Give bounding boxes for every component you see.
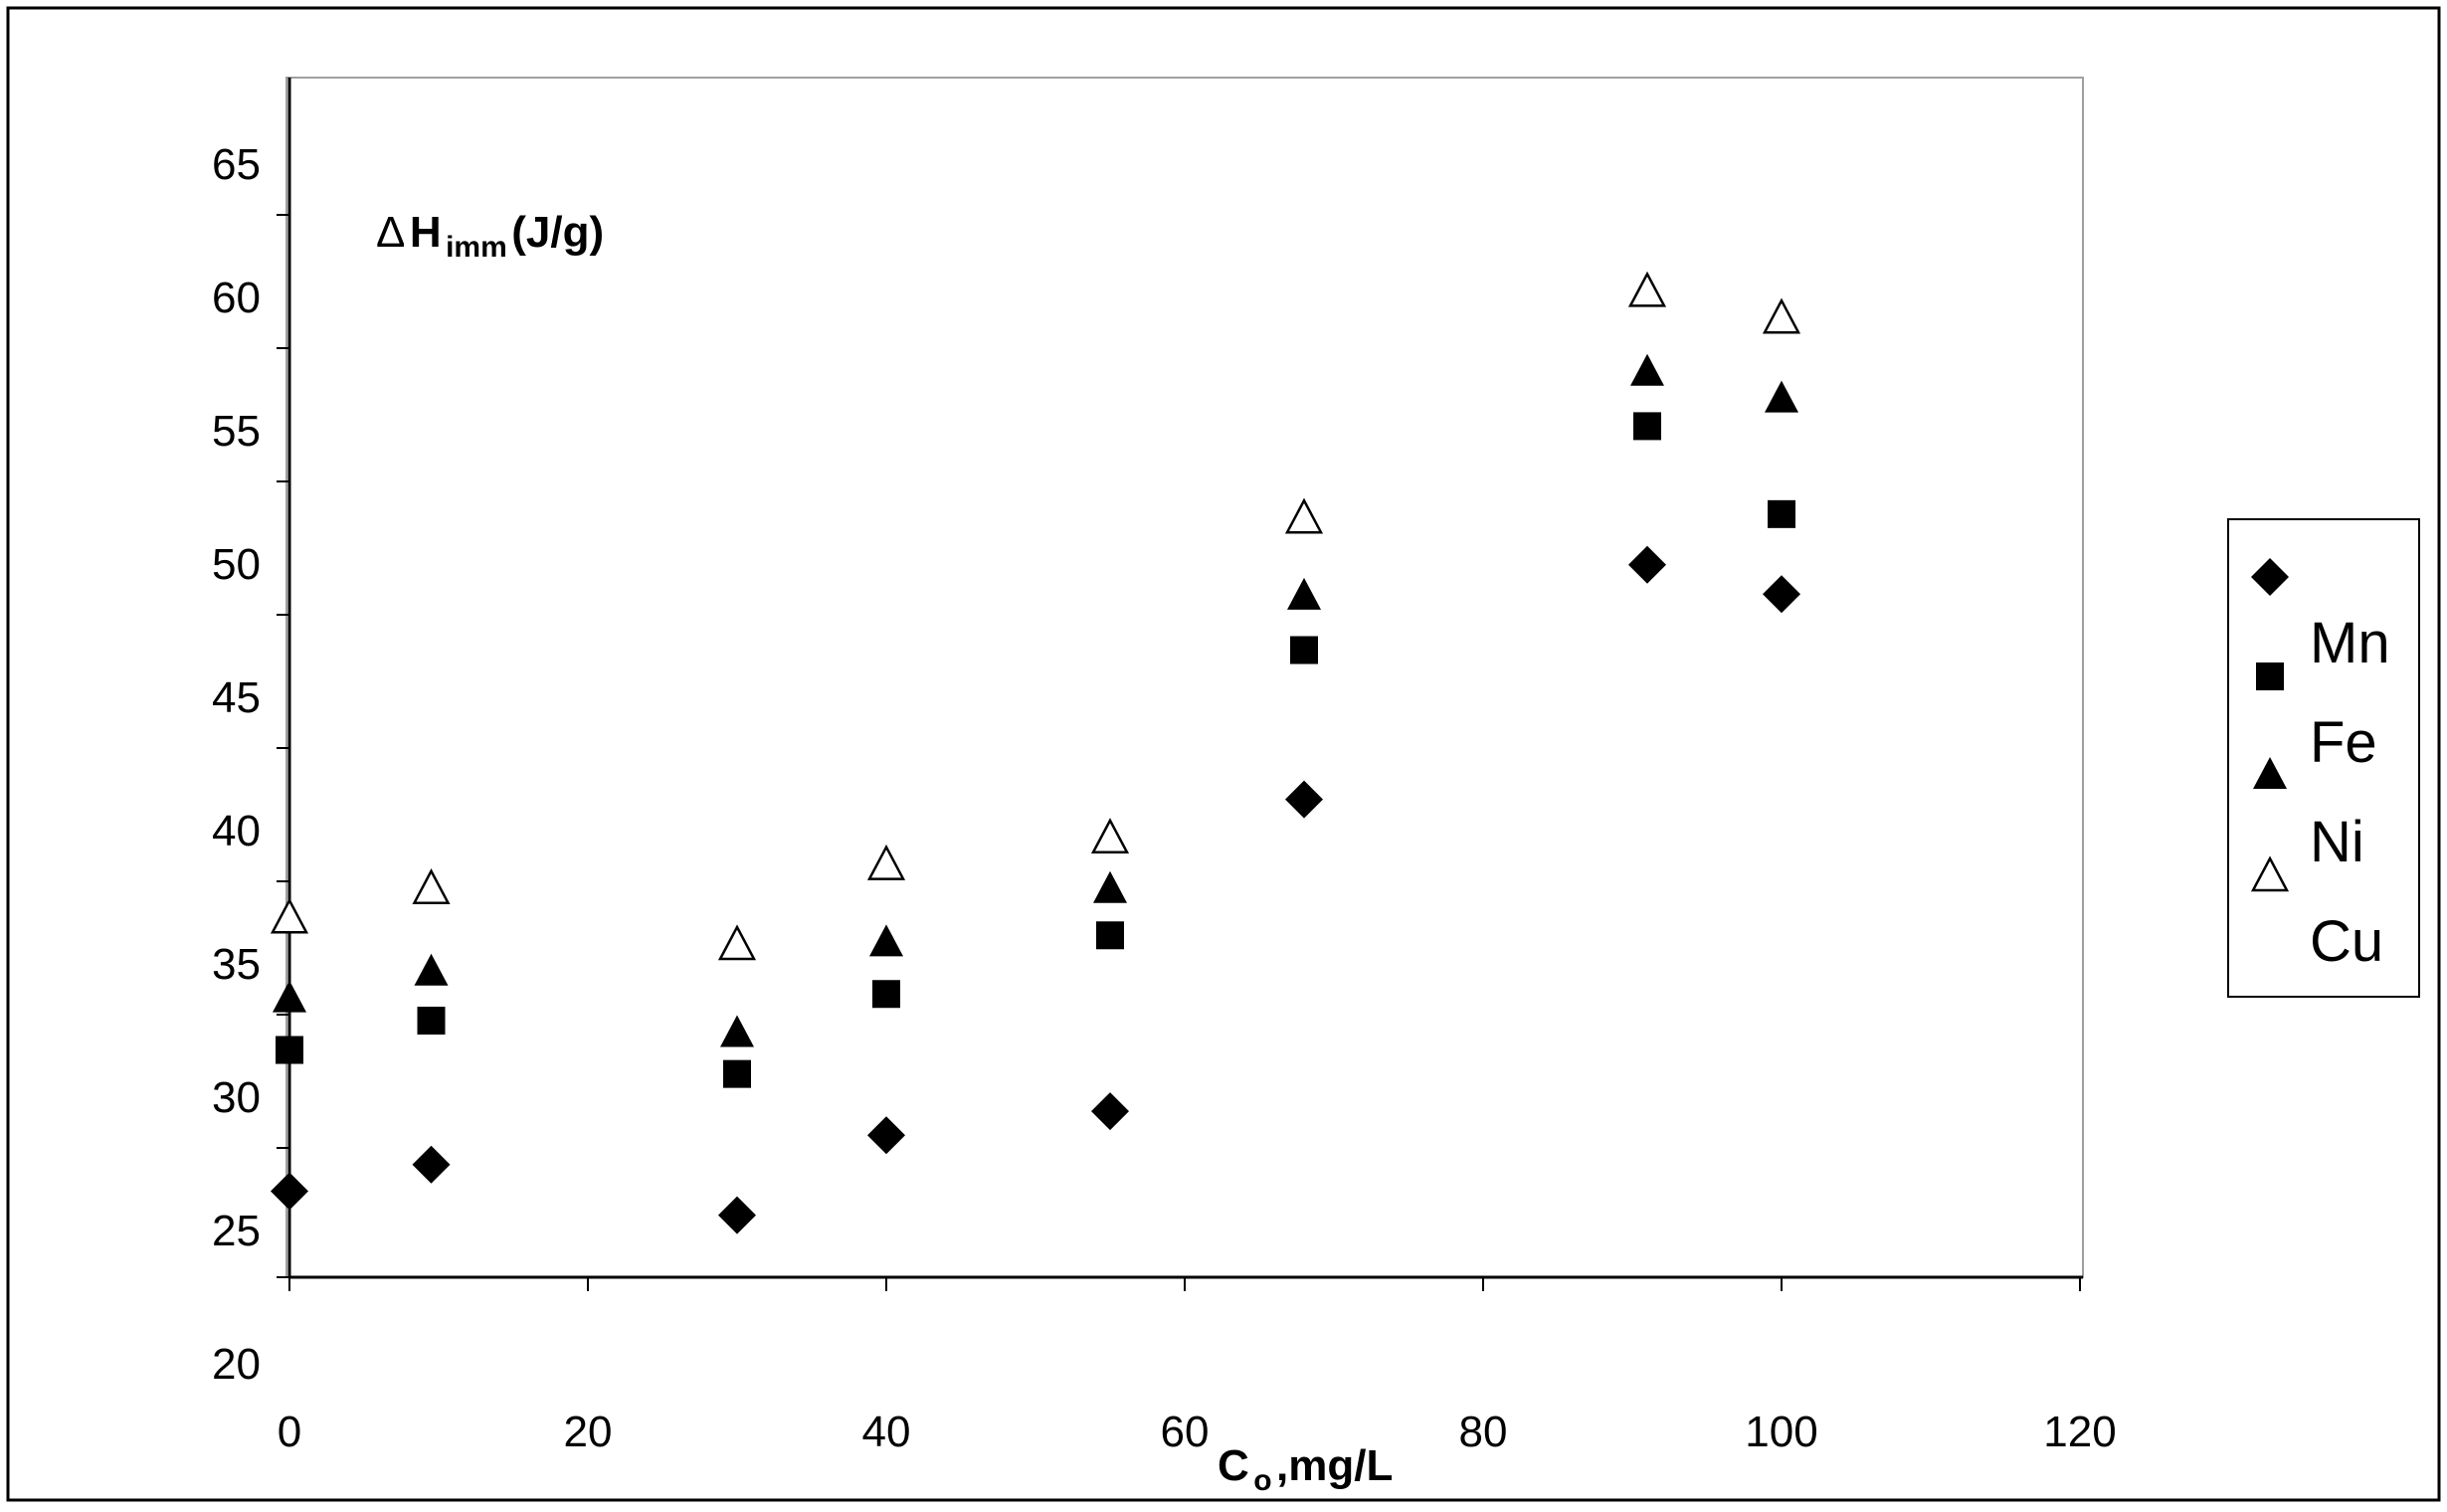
y-tick-label: 55 <box>212 407 261 456</box>
ni-point <box>273 980 306 1013</box>
x-axis-label-sub: o <box>1253 1464 1271 1497</box>
y-tick-label: 65 <box>212 140 261 189</box>
x-tick-label: 0 <box>278 1408 301 1456</box>
legend-label-cu: Cu <box>2310 909 2383 974</box>
y-tick-label: 35 <box>212 940 261 989</box>
legend-marker-ni <box>2253 757 2287 789</box>
mn-point <box>718 1196 756 1234</box>
mn-point <box>271 1172 308 1211</box>
ni-point <box>414 953 449 986</box>
y-annotation-sub: imm <box>446 231 507 264</box>
y-tick-label: 40 <box>212 807 261 855</box>
ni-point <box>1287 577 1321 610</box>
mn-point <box>1628 545 1666 584</box>
x-axis-label-rest: ,mg/L <box>1276 1441 1393 1490</box>
mn-point <box>1763 575 1800 614</box>
x-tick-label: 100 <box>1745 1408 1817 1456</box>
legend-label-ni: Ni <box>2310 810 2364 874</box>
plot-area <box>285 77 2084 1278</box>
cu-point <box>1627 271 1667 307</box>
ni-point <box>869 924 903 957</box>
ni-point <box>720 1015 754 1047</box>
fe-point <box>723 1059 751 1088</box>
fe-point <box>417 1007 446 1036</box>
fe-point <box>1633 412 1661 441</box>
y-annotation: Δ H imm (J/g) <box>376 208 604 264</box>
x-tick-label: 120 <box>2043 1408 2116 1456</box>
y-tick-label: 25 <box>212 1207 261 1255</box>
legend-label-mn: Mn <box>2310 611 2390 675</box>
mn-point <box>867 1116 905 1155</box>
cu-point <box>1090 818 1130 854</box>
y-tick-label: 20 <box>212 1340 261 1389</box>
fe-point <box>276 1036 303 1064</box>
fe-point <box>1096 921 1124 950</box>
legend-marker-cu <box>2250 855 2290 892</box>
cu-point <box>866 844 906 880</box>
mn-point <box>1285 780 1323 819</box>
fe-point <box>1768 499 1795 528</box>
legend-marker-fe <box>2256 662 2284 690</box>
ni-point <box>1630 353 1664 386</box>
y-tick-label: 30 <box>212 1073 261 1122</box>
data-marks <box>270 271 1801 1234</box>
x-axis-label: C o ,mg/L <box>1218 1441 1393 1497</box>
x-axis-label-main: C <box>1218 1441 1249 1490</box>
x-tick-label: 60 <box>1161 1408 1210 1456</box>
x-tick-label: 20 <box>564 1408 613 1456</box>
x-axis-ticks: 0 20 40 60 80 100 120 <box>278 1277 2117 1456</box>
mn-point <box>412 1145 451 1184</box>
y-annotation-delta: Δ <box>376 208 405 257</box>
x-tick-label: 40 <box>862 1408 911 1456</box>
legend-marker-mn <box>2251 558 2289 596</box>
y-annotation-unit: (J/g) <box>511 208 604 257</box>
mn-point <box>1091 1092 1129 1131</box>
y-tick-label: 50 <box>212 540 261 589</box>
y-tick-label: 60 <box>212 274 261 322</box>
cu-point <box>717 924 757 961</box>
y-annotation-main: H <box>410 208 442 257</box>
ni-point <box>1765 380 1798 413</box>
legend: Mn Fe Ni Cu <box>2250 558 2390 974</box>
cu-point <box>412 868 451 904</box>
legend-label-fe: Fe <box>2310 710 2377 775</box>
y-axis-ticks: 65 60 55 50 45 40 35 30 25 20 <box>212 140 289 1389</box>
y-tick-label: 45 <box>212 673 261 722</box>
fe-point <box>872 980 900 1009</box>
cu-point <box>1762 297 1801 334</box>
x-tick-label: 80 <box>1459 1408 1508 1456</box>
ni-point <box>1093 870 1127 903</box>
cu-point <box>1284 497 1324 534</box>
fe-point <box>1290 636 1318 664</box>
legend-box <box>2227 518 2420 998</box>
cu-point <box>270 897 309 934</box>
